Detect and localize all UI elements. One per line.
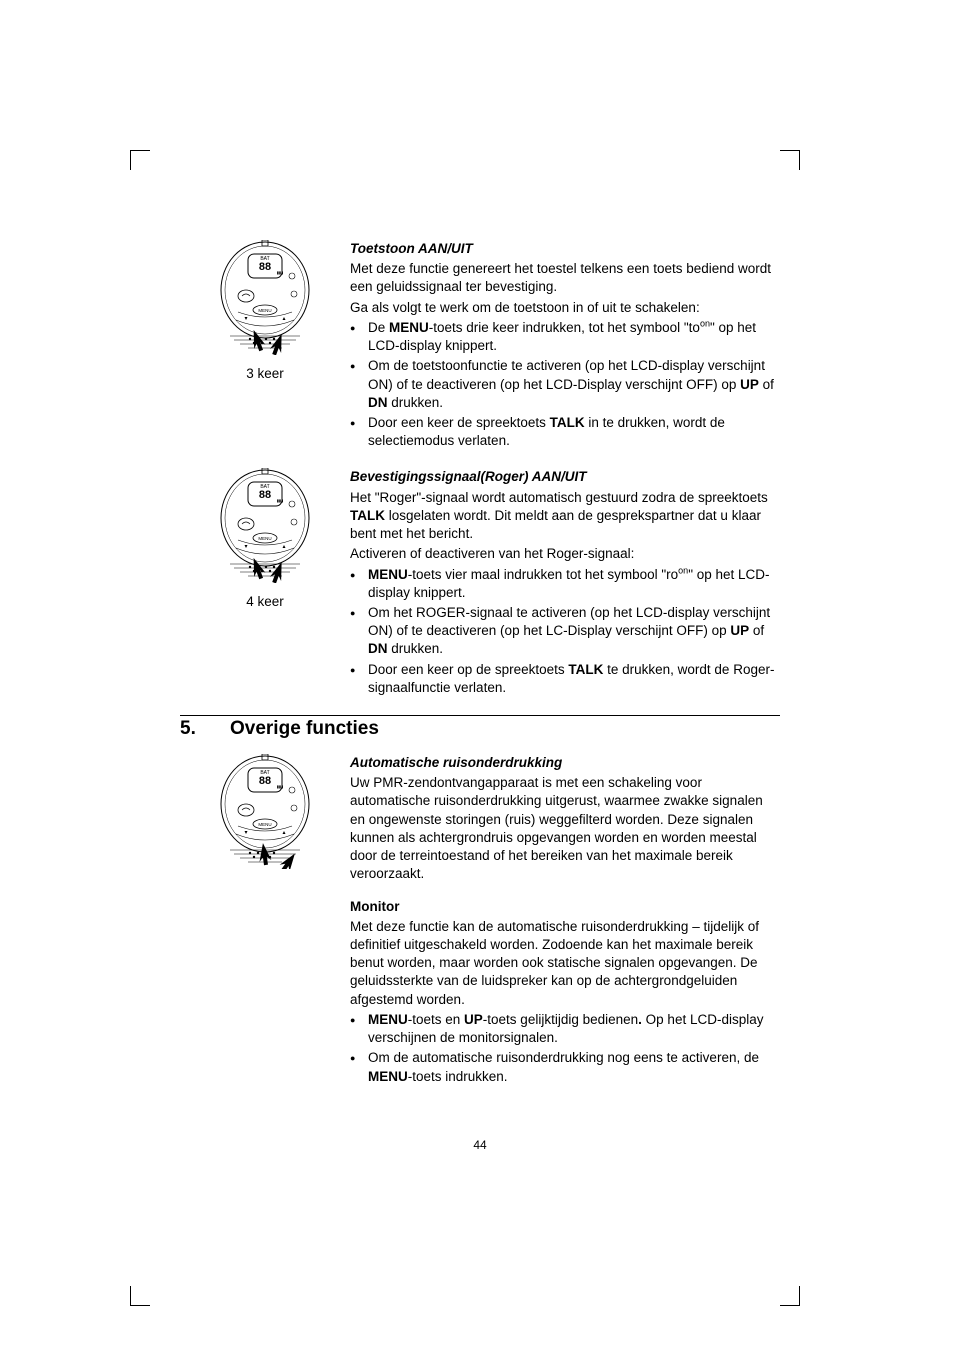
section-rule	[180, 715, 780, 716]
page-content: 3 keer Toetstoon AAN/UIT Met deze functi…	[180, 240, 780, 1104]
paragraph: Activeren of deactiveren van het Roger-s…	[350, 545, 780, 563]
list-item: Door een keer de spreektoets TALK in te …	[350, 414, 780, 450]
list-item: Om het ROGER-signaal te activeren (op he…	[350, 604, 780, 659]
subheading: Toetstoon AAN/UIT	[350, 240, 780, 258]
figure-caption: 4 keer	[180, 594, 350, 609]
paragraph: Uw PMR-zendontvangapparaat is met een sc…	[350, 774, 780, 883]
section-roger: 4 keer Bevestigingssignaal(Roger) AAN/UI…	[180, 468, 780, 699]
subheading-bold: Monitor	[350, 898, 780, 916]
bullet-list: De MENU-toets drie keer indrukken, tot h…	[350, 319, 780, 451]
figure-caption: 3 keer	[180, 366, 350, 381]
paragraph: Het "Roger"-signaal wordt automatisch ge…	[350, 489, 780, 544]
device-figure-2	[210, 468, 320, 583]
bullet-list: MENU-toets en UP-toets gelijktijdig bedi…	[350, 1011, 780, 1086]
chapter-title: Overige functies	[230, 718, 379, 740]
chapter-number: 5.	[180, 718, 230, 740]
bullet-list: MENU-toets vier maal indrukken tot het s…	[350, 566, 780, 698]
list-item: MENU-toets vier maal indrukken tot het s…	[350, 566, 780, 602]
list-item: Om de automatische ruisonderdrukking nog…	[350, 1049, 780, 1085]
section-toetstoon: 3 keer Toetstoon AAN/UIT Met deze functi…	[180, 240, 780, 452]
device-figure-1	[210, 240, 320, 355]
crop-mark	[130, 1286, 150, 1306]
list-item: Om de toetstoonfunctie te activeren (op …	[350, 357, 780, 412]
chapter-heading: 5. Overige functies	[180, 718, 780, 740]
page-number: 44	[180, 1138, 780, 1152]
list-item: De MENU-toets drie keer indrukken, tot h…	[350, 319, 780, 355]
subheading: Bevestigingssignaal(Roger) AAN/UIT	[350, 468, 780, 486]
crop-mark	[780, 1286, 800, 1306]
list-item: MENU-toets en UP-toets gelijktijdig bedi…	[350, 1011, 780, 1047]
crop-mark	[130, 150, 150, 170]
paragraph: Ga als volgt te werk om de toetstoon in …	[350, 299, 780, 317]
section-ruisonderdrukking: Automatische ruisonderdrukking Uw PMR-ze…	[180, 754, 780, 1088]
crop-mark	[780, 150, 800, 170]
list-item: Door een keer op de spreektoets TALK te …	[350, 661, 780, 697]
subheading: Automatische ruisonderdrukking	[350, 754, 780, 772]
paragraph: Met deze functie genereert het toestel t…	[350, 260, 780, 296]
device-figure-3	[210, 754, 320, 869]
paragraph: Met deze functie kan de automatische rui…	[350, 918, 780, 1009]
